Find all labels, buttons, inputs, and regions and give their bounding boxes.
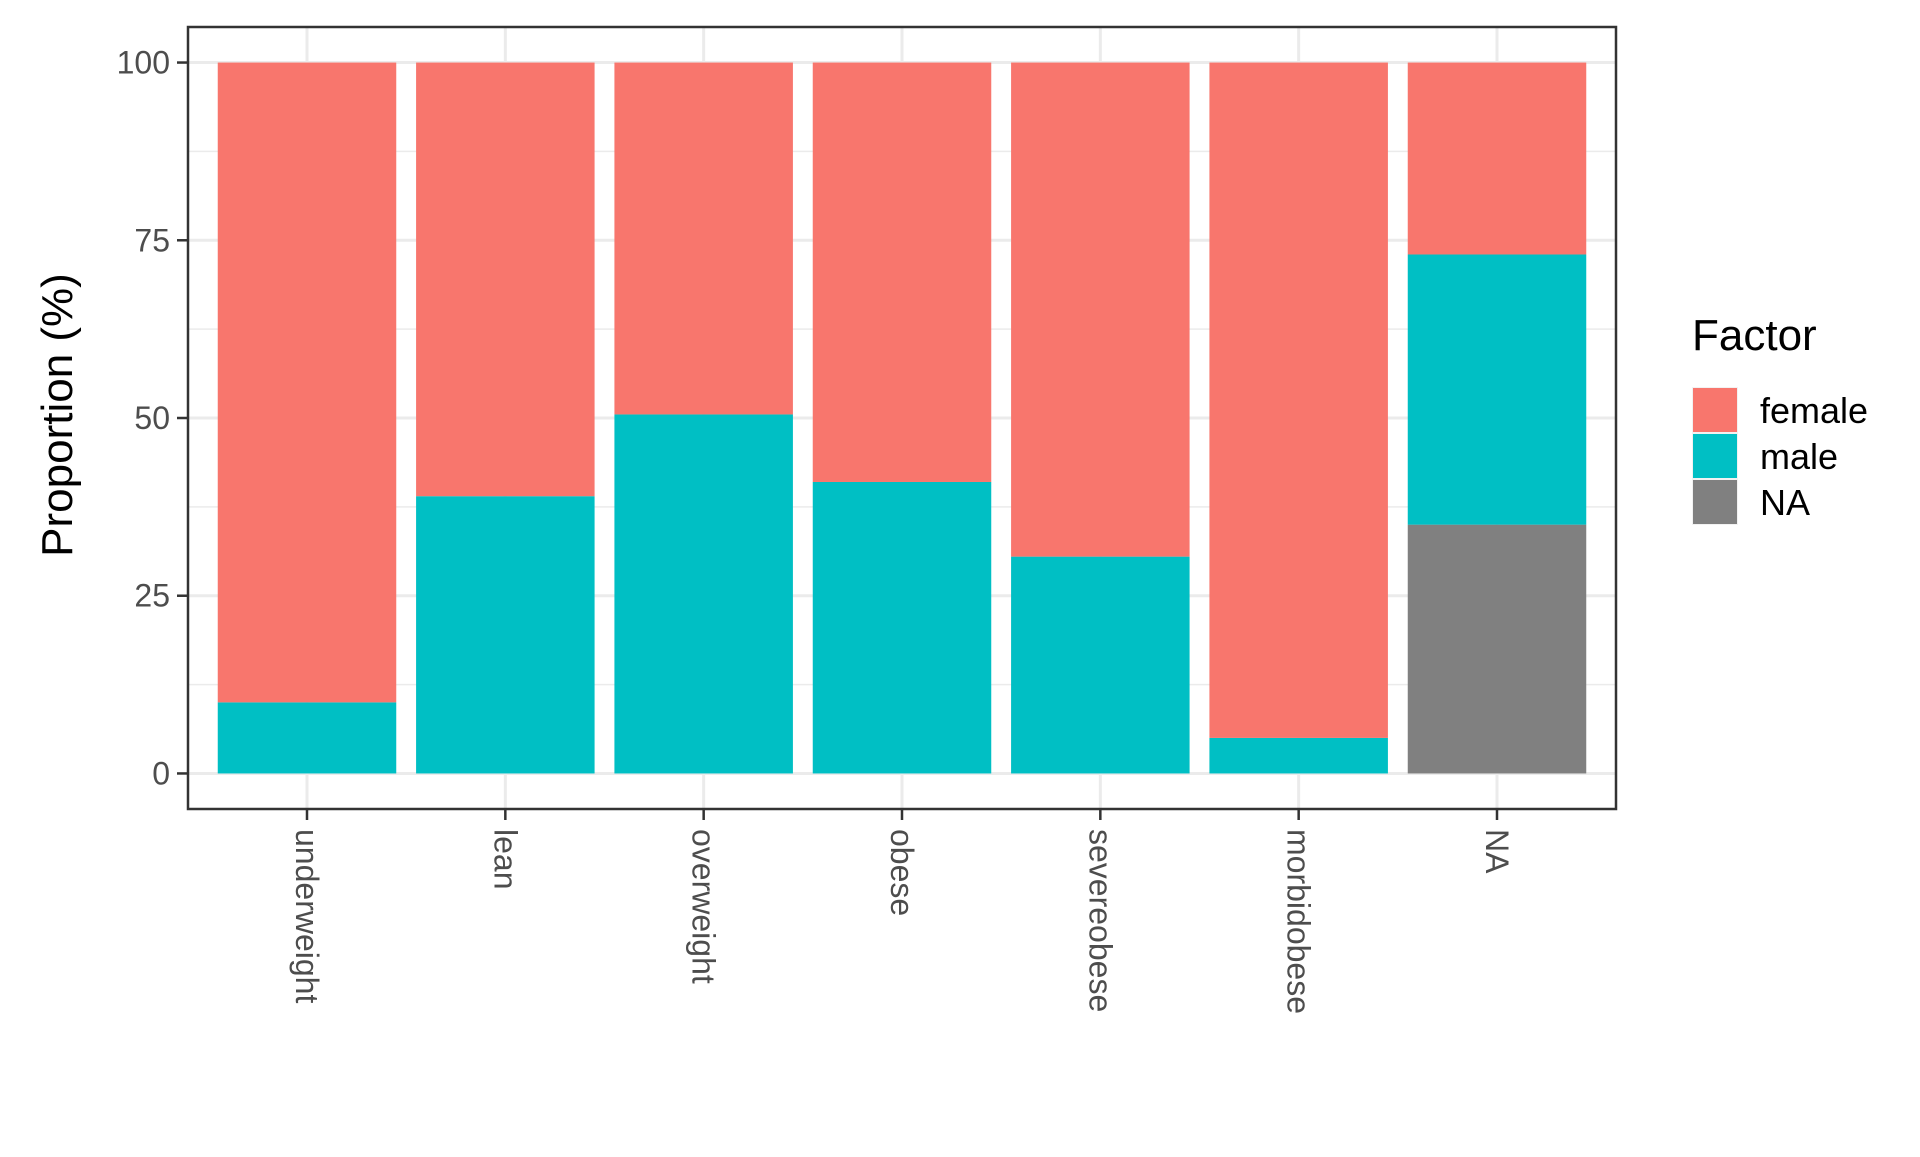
axes: 0 25 50 75 100 underweight lean overweight obese… xyxy=(117,45,1515,1014)
bar-male-underweight: male / underweight: 10% xyxy=(217,702,397,774)
legend-label-female: female xyxy=(1760,390,1868,431)
y-axis-title: Proportion (%) xyxy=(33,273,82,557)
bars: male / underweight: 10%female / underwei… xyxy=(217,62,1587,774)
bar-female-overweight: female / overweight: 49.5% xyxy=(614,62,793,415)
x-tick-label: obese xyxy=(884,829,920,916)
y-tick-label: 75 xyxy=(134,222,170,258)
y-tick-label: 50 xyxy=(134,400,170,436)
legend: Factor female male NA xyxy=(1692,311,1868,525)
y-tick-label: 25 xyxy=(134,578,170,614)
x-tick-label: severeobese xyxy=(1082,829,1118,1012)
bar-female-severeobese: female / severeobese: 69.5% xyxy=(1011,62,1190,557)
bar-female-na: female / NA: 27% xyxy=(1407,62,1587,255)
x-tick-label: lean xyxy=(487,829,523,890)
x-tick-label: underweight xyxy=(289,829,325,1003)
bar-na-na: NA / NA: 35% xyxy=(1407,524,1587,774)
bar-male-morbidobese: male / morbidobese: 5% xyxy=(1209,737,1388,774)
x-tick-label: overweight xyxy=(686,829,722,984)
bar-male-na: male / NA: 38% xyxy=(1407,254,1587,525)
bar-female-obese: female / obese: 59% xyxy=(812,62,992,482)
bar-male-overweight: male / overweight: 50.5% xyxy=(614,414,793,774)
bar-male-obese: male / obese: 41% xyxy=(812,481,992,774)
bar-female-underweight: female / underweight: 90% xyxy=(217,62,397,703)
legend-label-na: NA xyxy=(1760,482,1810,523)
bar-female-morbidobese: female / morbidobese: 95% xyxy=(1209,62,1388,738)
legend-title: Factor xyxy=(1692,311,1817,360)
legend-swatch-female xyxy=(1693,388,1737,432)
x-tick-label: NA xyxy=(1479,829,1515,874)
x-tick-label: morbidobese xyxy=(1281,829,1317,1014)
legend-label-male: male xyxy=(1760,436,1838,477)
bar-male-lean: male / lean: 39% xyxy=(416,496,595,774)
y-tick-label: 0 xyxy=(152,755,170,791)
y-tick-label: 100 xyxy=(117,45,170,81)
legend-swatch-male xyxy=(1693,434,1737,478)
legend-swatch-na xyxy=(1693,480,1737,524)
bar-male-severeobese: male / severeobese: 30.5% xyxy=(1011,556,1190,774)
bar-female-lean: female / lean: 61% xyxy=(416,62,595,497)
